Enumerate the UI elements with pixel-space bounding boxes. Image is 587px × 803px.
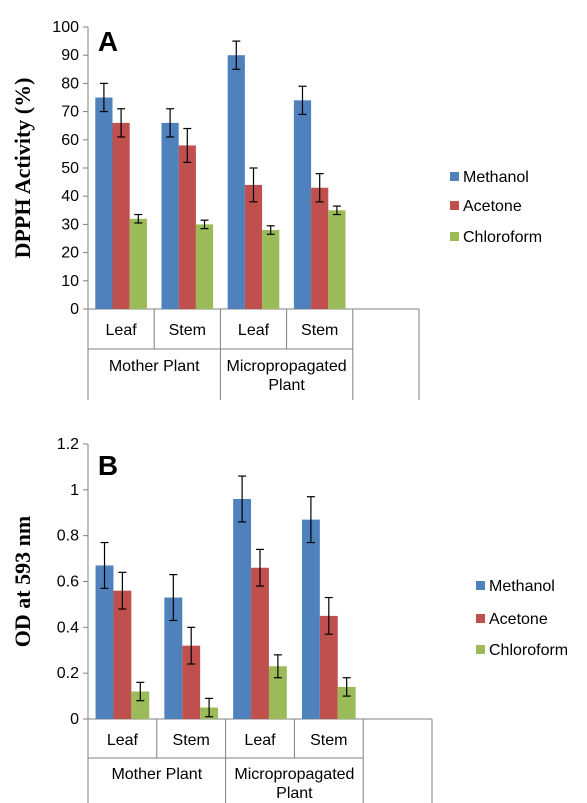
bar-methanol <box>164 597 183 719</box>
bar-methanol <box>227 55 245 310</box>
y-tick-label: 40 <box>61 188 79 205</box>
bar-methanol <box>95 97 113 309</box>
bar-chloroform <box>262 230 280 309</box>
legend-swatch-acetone <box>450 201 459 210</box>
bar-methanol <box>95 565 114 719</box>
bar-chloroform <box>328 210 346 309</box>
y-axis-title: DPPH Activity (%) <box>10 78 35 259</box>
y-tick-label: 1.2 <box>57 436 79 453</box>
legend-swatch-acetone <box>476 614 485 623</box>
legend-label-acetone: Acetone <box>463 198 522 215</box>
x-group-label: Micropropagated <box>234 766 354 783</box>
x-category-label: Stem <box>173 732 210 749</box>
x-group-label: Mother Plant <box>111 766 202 783</box>
legend-label-methanol: Methanol <box>489 578 555 595</box>
y-tick-label: 80 <box>61 75 79 92</box>
x-category-label: Stem <box>169 322 206 339</box>
y-tick-label: 0.2 <box>57 665 79 682</box>
y-tick-label: 30 <box>61 216 79 233</box>
bar-chloroform <box>268 666 287 719</box>
legend-swatch-chloroform <box>450 232 459 241</box>
y-tick-label: 100 <box>52 19 79 36</box>
y-tick-label: 10 <box>61 273 79 290</box>
x-category-label: Stem <box>301 322 338 339</box>
y-tick-label: 20 <box>61 245 79 262</box>
legend-label-chloroform: Chloroform <box>463 229 542 246</box>
x-group-label: Mother Plant <box>109 358 200 375</box>
bar-acetone <box>319 615 338 719</box>
y-axis-title: OD at 593 nm <box>10 516 35 647</box>
bar-methanol <box>293 100 312 309</box>
bar-acetone <box>178 145 196 309</box>
y-tick-label: 0.4 <box>57 619 79 636</box>
legend-swatch-chloroform <box>476 645 485 654</box>
panel-letter: A <box>98 26 118 57</box>
x-group-label: Plant <box>276 785 313 802</box>
legend-swatch-methanol <box>450 172 459 181</box>
bar-chloroform <box>195 224 214 309</box>
bar-acetone <box>311 187 329 309</box>
bar-methanol <box>301 519 320 719</box>
x-category-label: Leaf <box>244 732 276 749</box>
legend-label-acetone: Acetone <box>489 611 548 628</box>
bar-acetone <box>251 567 269 719</box>
y-tick-label: 90 <box>61 47 79 64</box>
legend-swatch-methanol <box>476 581 485 590</box>
bar-acetone <box>113 590 132 719</box>
x-group-label: Plant <box>268 377 305 394</box>
x-group-label: Micropropagated <box>227 358 347 375</box>
y-tick-label: 0.6 <box>57 574 79 591</box>
bar-methanol <box>161 122 179 309</box>
y-tick-label: 0 <box>70 711 79 728</box>
bar-chloroform <box>129 218 147 309</box>
chart-panel-A: A DPPH Activity (%) 0 10 20 30 40 50 60 70 80 90 100… <box>10 19 542 400</box>
panel-letter: B <box>98 450 118 481</box>
y-tick-label: 70 <box>61 104 79 121</box>
bar-acetone <box>182 645 201 719</box>
legend-label-methanol: Methanol <box>463 169 529 186</box>
bar-acetone <box>112 122 130 309</box>
x-category-label: Leaf <box>107 732 139 749</box>
y-tick-label: 50 <box>61 160 79 177</box>
x-category-label: Leaf <box>106 322 138 339</box>
bar-chloroform <box>131 691 150 719</box>
bar-methanol <box>233 499 252 719</box>
bar-acetone <box>244 184 263 309</box>
legend-label-chloroform: Chloroform <box>489 642 568 659</box>
x-category-label: Leaf <box>238 322 270 339</box>
bar-chloroform <box>337 686 356 719</box>
y-tick-label: 60 <box>61 132 79 149</box>
x-category-label: Stem <box>310 732 347 749</box>
y-tick-label: 0.8 <box>57 528 79 545</box>
y-tick-label: 0 <box>70 301 79 318</box>
y-tick-label: 1 <box>70 482 79 499</box>
chart-panel-B: B OD at 593 nm 0 0.2 0.4 0.6 0.8 1 1.2 Leaf Stem Le… <box>10 436 568 803</box>
